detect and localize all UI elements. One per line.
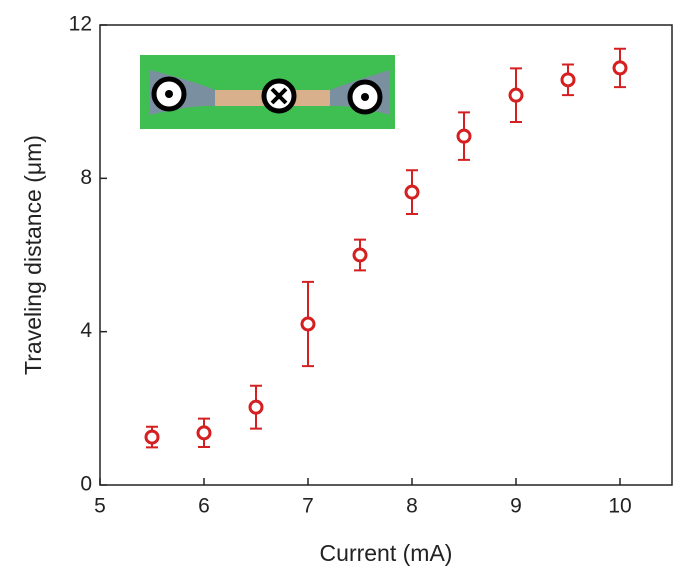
point — [404, 184, 420, 200]
point — [196, 425, 212, 441]
inset-image — [140, 55, 395, 129]
y-tick-label: 4 — [80, 319, 92, 342]
y-axis-title: Traveling distance (μm) — [20, 135, 46, 375]
plot-frame — [99, 24, 673, 486]
point — [612, 60, 628, 76]
x-tick-label: 5 — [94, 495, 106, 518]
x-axis-title: Current (mA) — [320, 540, 453, 566]
x-tick-label: 9 — [510, 495, 522, 518]
y-tick-label: 0 — [80, 473, 92, 496]
x-tick-label: 10 — [608, 495, 631, 518]
y-tick-label: 8 — [80, 166, 92, 189]
x-tick-label: 6 — [198, 495, 210, 518]
point — [352, 247, 368, 263]
y-tick-label: 12 — [69, 13, 92, 36]
x-tick-label: 8 — [406, 495, 418, 518]
point — [508, 87, 524, 103]
point — [456, 128, 472, 144]
x-tick-label: 7 — [302, 495, 314, 518]
point — [144, 429, 160, 445]
point — [560, 72, 576, 88]
point — [248, 399, 264, 415]
point — [300, 316, 316, 332]
